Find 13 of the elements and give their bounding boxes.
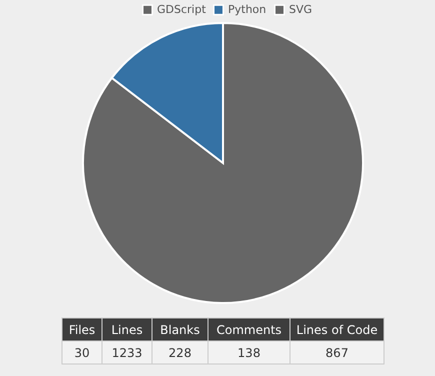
- text: 138: [238, 346, 260, 360]
- text: Files: [68, 323, 96, 337]
- text: Lines: [111, 323, 143, 337]
- text: 1233: [112, 346, 142, 360]
- legend-label: SVG: [289, 2, 312, 16]
- legend-label: GDScript: [157, 2, 207, 16]
- legend-label: Python: [228, 2, 266, 16]
- text: 867: [326, 346, 348, 360]
- text: Blanks: [160, 323, 200, 337]
- text: Lines of Code: [296, 323, 378, 337]
- text: 228: [168, 346, 192, 360]
- text: Comments: [216, 323, 282, 337]
- text: 30: [74, 346, 90, 360]
